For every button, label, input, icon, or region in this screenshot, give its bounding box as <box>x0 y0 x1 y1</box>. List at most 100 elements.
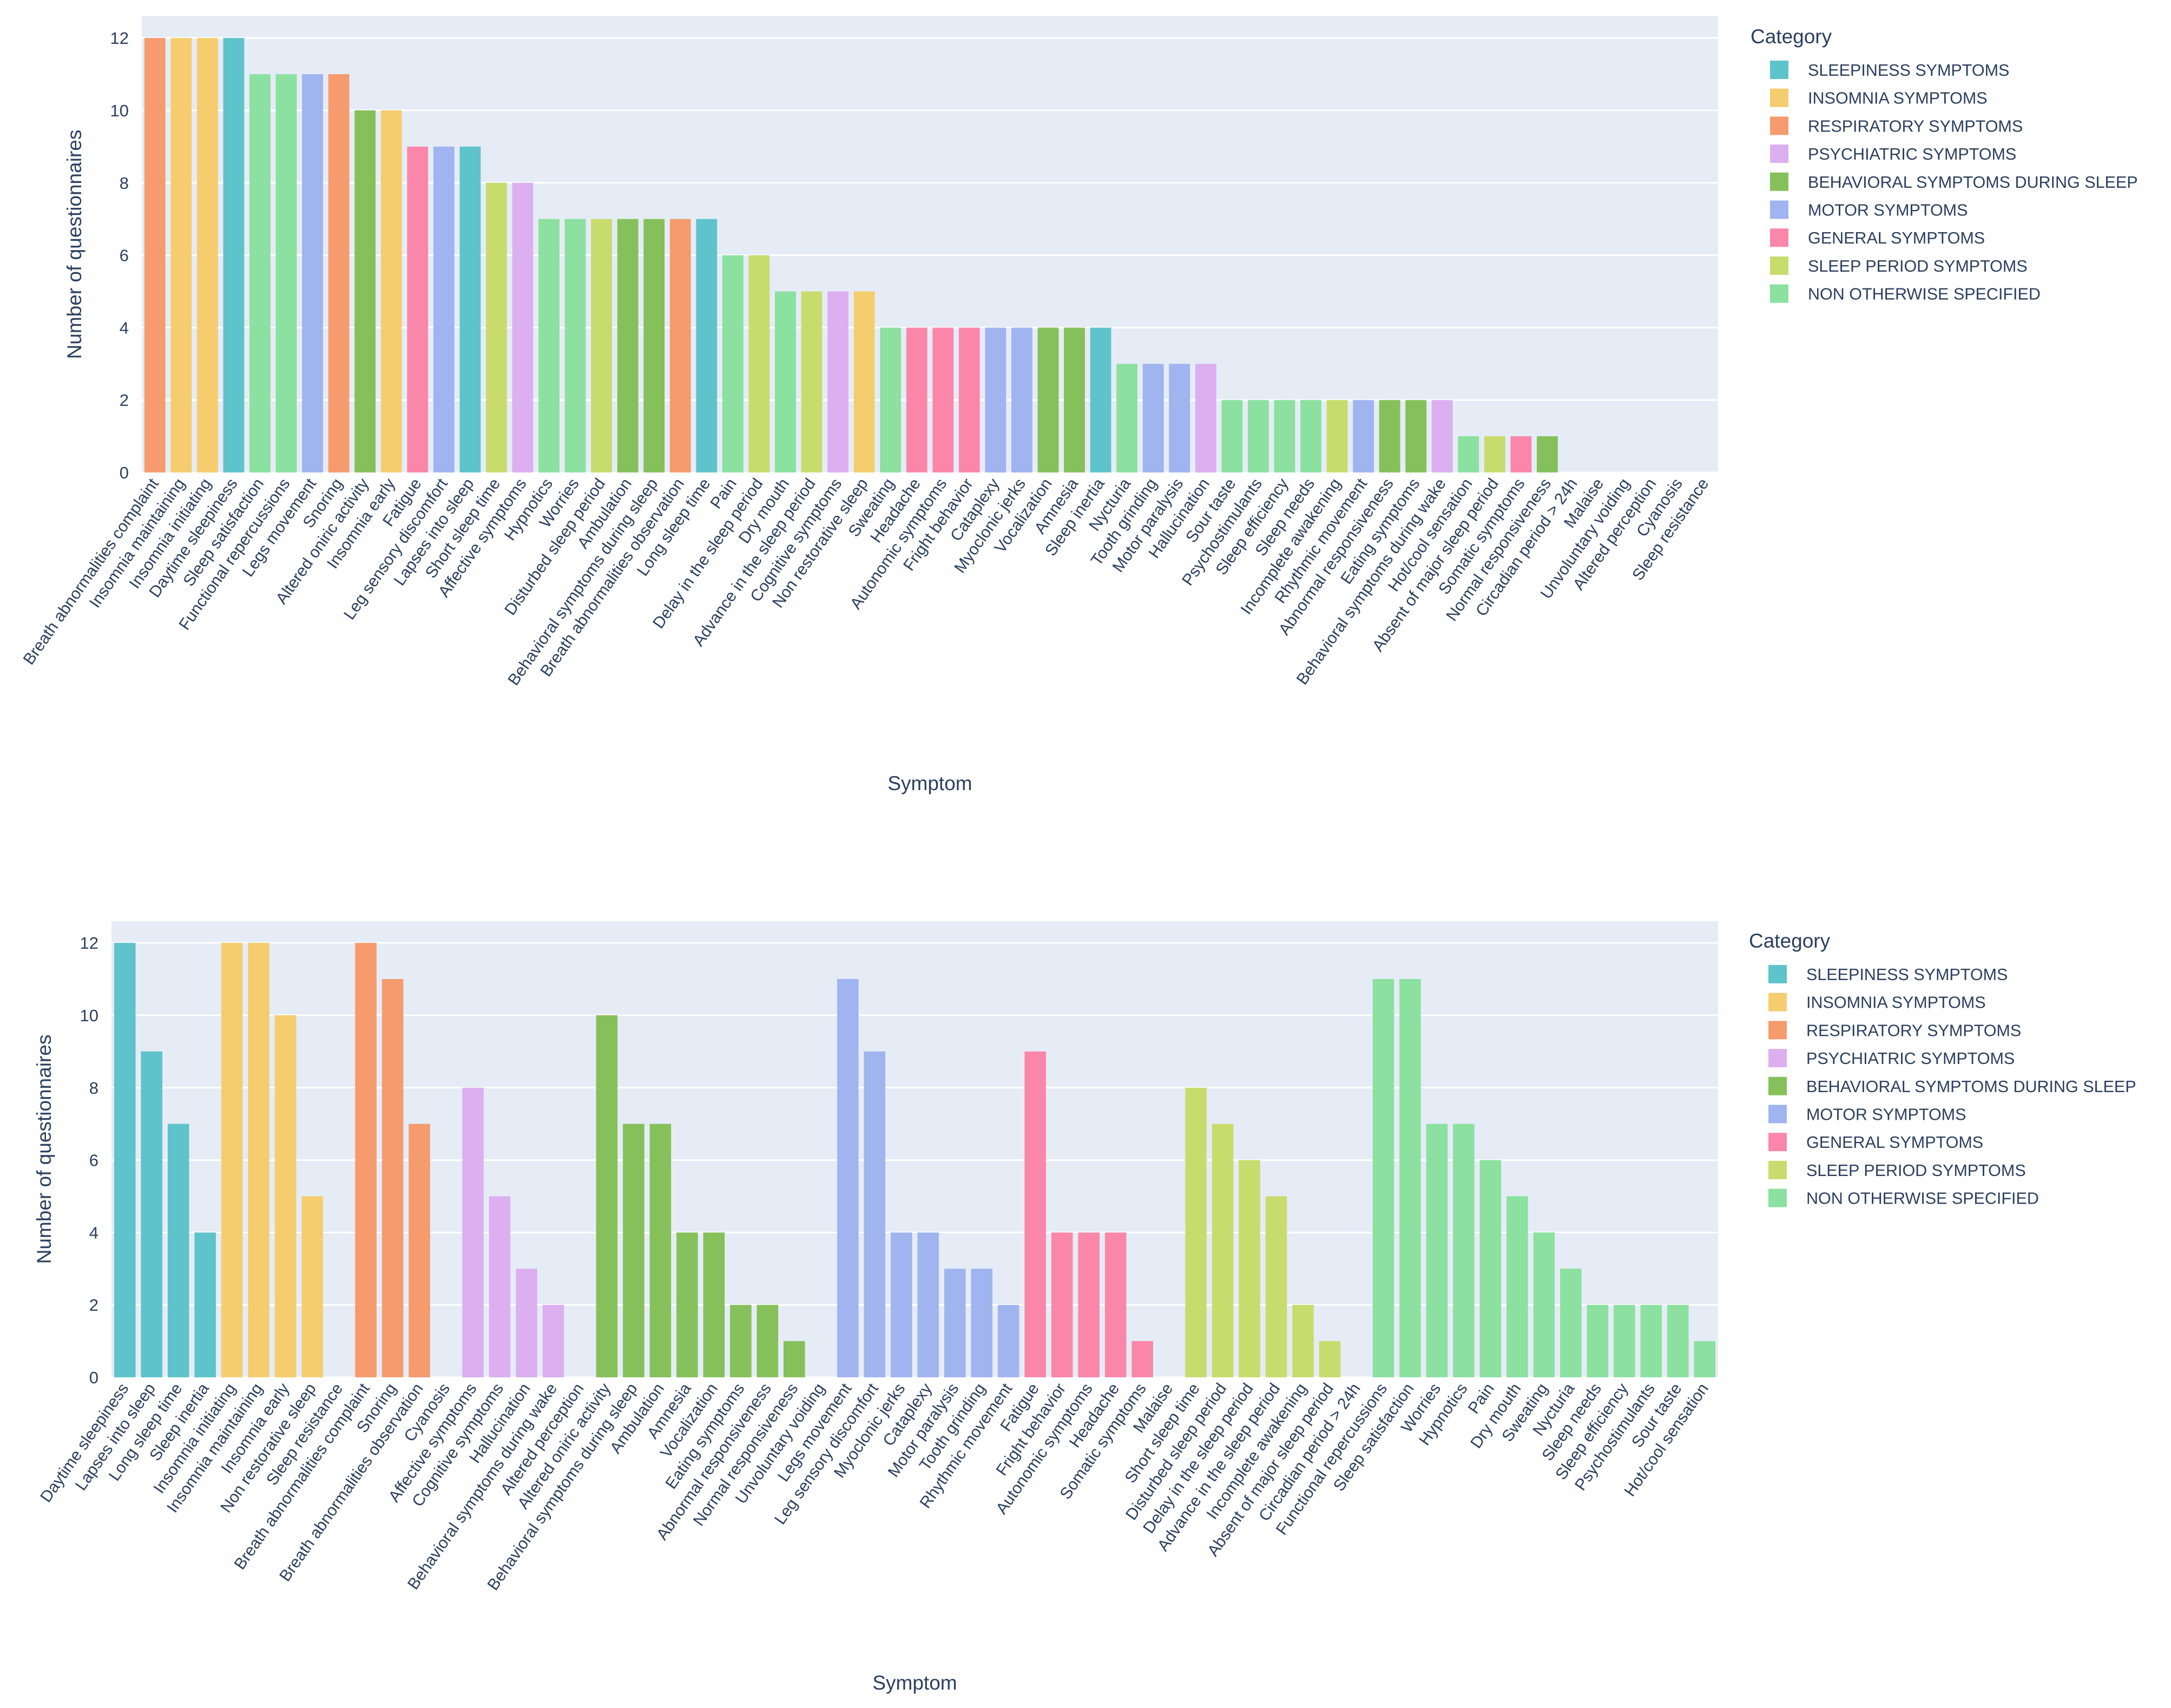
bar[interactable] <box>248 943 269 1377</box>
bar[interactable] <box>1265 1196 1287 1377</box>
legend-swatch[interactable] <box>1770 116 1788 135</box>
bar[interactable] <box>756 1305 779 1377</box>
legend-item-label[interactable]: INSOMNIA SYMPTOMS <box>1808 89 1988 108</box>
bar[interactable] <box>328 74 350 473</box>
bar[interactable] <box>784 1341 805 1377</box>
bar[interactable] <box>643 219 665 472</box>
bar[interactable] <box>462 1087 484 1377</box>
legend-item-label[interactable]: BEHAVIORAL SYMPTOMS DURING SLEEP <box>1806 1078 2136 1096</box>
bar[interactable] <box>985 327 1006 472</box>
bar[interactable] <box>944 1269 966 1377</box>
legend-item-label[interactable]: SLEEPINESS SYMPTOMS <box>1808 61 2009 80</box>
bar[interactable] <box>1116 364 1138 472</box>
bar[interactable] <box>354 110 376 472</box>
bar[interactable] <box>591 219 613 472</box>
legend-swatch[interactable] <box>1768 965 1787 983</box>
bar[interactable] <box>1090 327 1111 472</box>
bar[interactable] <box>730 1305 752 1377</box>
bar[interactable] <box>1212 1124 1234 1377</box>
bar[interactable] <box>1426 1124 1448 1377</box>
bar[interactable] <box>1078 1232 1100 1377</box>
bar[interactable] <box>1319 1341 1341 1377</box>
legend-item-label[interactable]: RESPIRATORY SYMPTOMS <box>1808 117 2023 135</box>
bar[interactable] <box>1533 1232 1555 1377</box>
legend-item-label[interactable]: SLEEP PERIOD SYMPTOMS <box>1808 257 2028 275</box>
bar[interactable] <box>801 291 823 472</box>
bar[interactable] <box>676 1232 698 1377</box>
legend-item-label[interactable]: GENERAL SYMPTOMS <box>1806 1133 1983 1152</box>
bar[interactable] <box>1510 436 1532 472</box>
bar[interactable] <box>623 1124 644 1377</box>
bar[interactable] <box>381 979 404 1377</box>
bar[interactable] <box>516 1269 537 1377</box>
bar[interactable] <box>141 1051 163 1377</box>
bar[interactable] <box>301 1196 323 1377</box>
legend-item-label[interactable]: NON OTHERWISE SPECIFIED <box>1808 285 2041 304</box>
bar[interactable] <box>170 38 192 472</box>
bar[interactable] <box>1506 1196 1528 1377</box>
legend-item-label[interactable]: MOTOR SYMPTOMS <box>1806 1106 1966 1124</box>
legend-swatch[interactable] <box>1768 1188 1787 1207</box>
bar[interactable] <box>890 1232 912 1377</box>
bar[interactable] <box>538 219 560 472</box>
bar[interactable] <box>1537 436 1558 472</box>
bar[interactable] <box>971 1269 993 1377</box>
bar[interactable] <box>880 327 902 472</box>
bar[interactable] <box>1064 327 1085 472</box>
legend-swatch[interactable] <box>1770 61 1788 79</box>
bar[interactable] <box>380 110 402 472</box>
bar[interactable] <box>486 182 507 472</box>
bar[interactable] <box>1247 400 1269 472</box>
bar[interactable] <box>958 327 980 472</box>
bar[interactable] <box>1484 436 1505 472</box>
bar[interactable] <box>1131 1341 1153 1377</box>
bar[interactable] <box>853 291 875 472</box>
bar[interactable] <box>1694 1341 1716 1377</box>
bar[interactable] <box>837 979 859 1377</box>
legend-swatch[interactable] <box>1768 1021 1787 1040</box>
bar[interactable] <box>649 1124 672 1377</box>
bar[interactable] <box>1239 1160 1260 1377</box>
bar[interactable] <box>275 74 297 473</box>
bar[interactable] <box>1300 400 1321 472</box>
bar[interactable] <box>1195 364 1216 472</box>
bar[interactable] <box>355 943 377 1377</box>
bar[interactable] <box>1185 1087 1207 1377</box>
bar[interactable] <box>775 291 796 472</box>
bar[interactable] <box>1399 979 1421 1377</box>
legend-swatch[interactable] <box>1768 1076 1787 1095</box>
bar[interactable] <box>196 38 218 472</box>
bar[interactable] <box>1453 1124 1475 1377</box>
bar[interactable] <box>144 38 166 472</box>
bar[interactable] <box>564 219 586 472</box>
bar[interactable] <box>249 74 271 473</box>
legend-item-label[interactable]: SLEEP PERIOD SYMPTOMS <box>1806 1161 2026 1180</box>
legend-item-label[interactable]: NON OTHERWISE SPECIFIED <box>1806 1190 2039 1208</box>
bar[interactable] <box>722 255 744 472</box>
bar[interactable] <box>696 219 718 472</box>
bar[interactable] <box>221 943 243 1377</box>
bar[interactable] <box>703 1232 725 1377</box>
bar[interactable] <box>1104 1232 1127 1377</box>
bar[interactable] <box>1431 400 1453 472</box>
bar[interactable] <box>302 74 323 473</box>
bar[interactable] <box>827 291 848 472</box>
bar[interactable] <box>1169 364 1190 472</box>
bar[interactable] <box>906 327 927 472</box>
bar[interactable] <box>409 1124 430 1377</box>
bar[interactable] <box>1614 1305 1635 1377</box>
bar[interactable] <box>1353 400 1374 472</box>
legend-swatch[interactable] <box>1768 1049 1787 1068</box>
bar[interactable] <box>1458 436 1479 472</box>
legend-swatch[interactable] <box>1770 284 1788 303</box>
bar[interactable] <box>542 1305 564 1377</box>
bar[interactable] <box>167 1124 189 1377</box>
bar[interactable] <box>1051 1232 1073 1377</box>
bar[interactable] <box>274 1015 297 1377</box>
bar[interactable] <box>1587 1305 1609 1377</box>
bar[interactable] <box>1372 979 1394 1377</box>
bar[interactable] <box>1326 400 1348 472</box>
bar[interactable] <box>489 1196 511 1377</box>
legend-swatch[interactable] <box>1770 144 1788 163</box>
legend-item-label[interactable]: PSYCHIATRIC SYMPTOMS <box>1808 145 2016 163</box>
